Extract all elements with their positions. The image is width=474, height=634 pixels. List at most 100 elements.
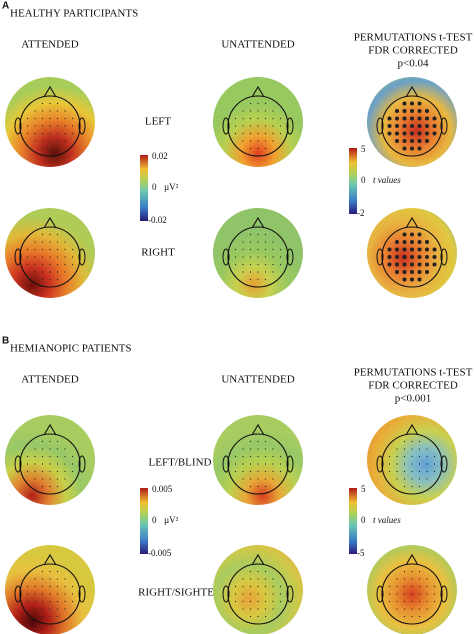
electrode <box>257 485 259 488</box>
electrode <box>49 140 51 142</box>
electrode <box>279 117 282 120</box>
electrode <box>395 270 399 274</box>
colorbar-max: 0.02 <box>152 151 168 161</box>
topomap <box>213 208 303 298</box>
electrode <box>279 463 282 465</box>
colorbar <box>349 488 357 554</box>
electrode <box>56 110 59 112</box>
electrode <box>395 262 399 267</box>
electrode <box>249 578 252 580</box>
electrode <box>403 478 406 480</box>
electrode <box>249 585 252 588</box>
electrode <box>234 256 237 258</box>
column-header: UNATTENDED <box>221 39 294 51</box>
electrode <box>264 140 267 142</box>
electrode <box>257 278 259 281</box>
electrode <box>41 256 44 258</box>
electrode <box>26 125 29 127</box>
colorbar-mid: 0 <box>152 515 157 525</box>
electrode <box>257 470 259 473</box>
electrode <box>49 110 51 112</box>
electrode <box>410 277 414 282</box>
electrode <box>64 463 66 465</box>
colorbar-unit: t values <box>373 175 401 185</box>
electrode <box>417 101 422 106</box>
colorbar-mid: 0 <box>361 175 366 185</box>
electrode <box>41 440 44 443</box>
electrode <box>272 248 274 251</box>
electrode <box>56 485 59 488</box>
electrode <box>264 271 267 273</box>
electrode <box>249 600 252 603</box>
electrode <box>41 478 44 480</box>
electrode <box>396 578 398 580</box>
electrode <box>56 125 59 127</box>
ear <box>222 248 230 266</box>
electrode <box>425 109 429 113</box>
nose <box>43 85 57 98</box>
column-header: ATTENDED <box>21 39 78 51</box>
electrode <box>387 262 392 267</box>
electrode <box>71 263 74 266</box>
electrode <box>49 593 51 595</box>
electrode <box>272 241 274 243</box>
electrode <box>395 255 399 259</box>
electrode <box>56 278 59 281</box>
electrode <box>257 233 259 236</box>
electrode <box>49 241 51 243</box>
electrode <box>34 248 36 251</box>
electrode <box>71 600 74 603</box>
electrode <box>64 241 66 243</box>
electrode <box>426 448 428 450</box>
electrode <box>242 455 244 458</box>
electrode <box>49 570 51 573</box>
electrode <box>64 271 66 273</box>
electrode <box>64 117 66 120</box>
map-field <box>5 208 95 298</box>
electrode <box>257 448 259 450</box>
electrode <box>410 116 414 121</box>
panel-label: A <box>2 1 9 12</box>
electrode <box>34 125 36 127</box>
electrode <box>257 110 259 112</box>
electrode <box>64 585 66 588</box>
electrode <box>249 256 252 258</box>
electrode <box>41 455 44 458</box>
electrode <box>234 125 237 127</box>
panel-label: B <box>2 336 9 347</box>
electrode <box>234 593 237 595</box>
colorbar <box>140 488 148 554</box>
electrode <box>257 140 259 142</box>
electrode <box>26 132 29 135</box>
electrode <box>272 140 274 142</box>
electrode <box>425 240 429 244</box>
electrode <box>49 125 51 127</box>
electrode <box>418 455 421 458</box>
electrode <box>426 470 428 473</box>
electrode <box>257 263 259 266</box>
electrode <box>402 109 407 113</box>
electrode <box>396 593 398 595</box>
electrode <box>257 125 259 127</box>
electrode <box>425 139 429 143</box>
test-header: FDR CORRECTED <box>368 380 458 392</box>
electrode <box>418 600 421 603</box>
ear <box>286 455 294 473</box>
electrode <box>402 247 407 252</box>
head-outline <box>19 226 81 288</box>
electrode <box>257 585 259 588</box>
electrode <box>387 247 392 252</box>
electrode <box>64 593 66 595</box>
electrode <box>264 600 267 603</box>
electrode <box>249 570 252 573</box>
topomap <box>213 415 303 505</box>
electrode <box>387 116 392 121</box>
electrode <box>41 271 44 273</box>
electrode <box>264 615 267 618</box>
ear <box>376 117 384 135</box>
electrode <box>49 132 51 135</box>
electrode <box>403 615 406 618</box>
electrode <box>26 600 29 603</box>
electrode <box>417 139 422 143</box>
electrode <box>272 117 274 120</box>
